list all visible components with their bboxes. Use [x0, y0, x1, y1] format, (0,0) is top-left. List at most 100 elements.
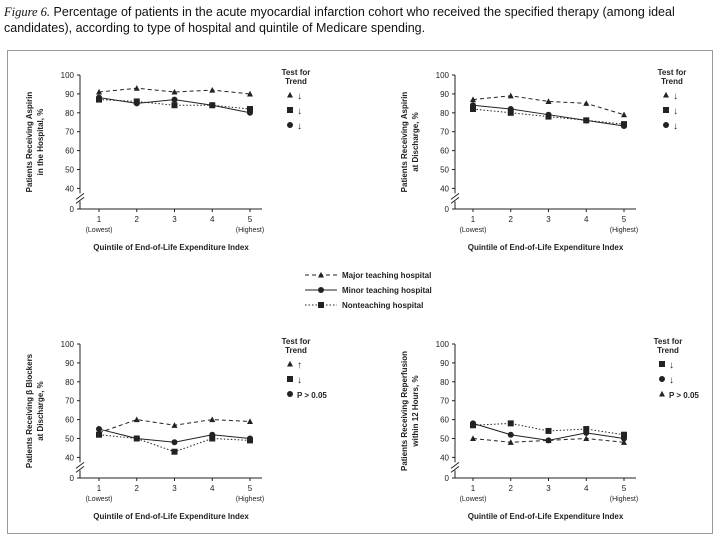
- x-tick-label: 4: [210, 484, 215, 493]
- legend-marker: [318, 271, 324, 278]
- series-line-nonteaching-hospital: [472, 422, 625, 436]
- legend: Major teaching hospital Minor teaching ho…: [305, 271, 432, 310]
- figure-frame: [7, 50, 713, 534]
- y-tick-label: 80: [65, 109, 74, 118]
- chart-panel-1: 0 40 50 60 70 80 90 100 1 (Lowest) 2 3 4 5 (Highest) Qu…: [25, 68, 310, 252]
- trend-marker: [659, 361, 665, 367]
- y-tick-label: 40: [65, 453, 74, 462]
- trend-result: ↓: [297, 106, 302, 117]
- trend-result: P > 0.05: [669, 391, 699, 400]
- axis-break-mark: [450, 461, 460, 469]
- x-tick-label: 3: [172, 215, 177, 224]
- y-tick-label: 70: [440, 128, 449, 137]
- trend-result: ↓: [673, 121, 678, 132]
- data-point-minor-teaching-hospital: [507, 431, 514, 438]
- data-point-minor-teaching-hospital: [545, 437, 552, 444]
- chart-panel-3: 0 40 50 60 70 80 90 100 1 (Lowest) 2 3 4 5 (Highest) Qu…: [25, 337, 327, 521]
- series-line-nonteaching-hospital: [98, 99, 251, 110]
- y-tick-label: 70: [440, 397, 449, 406]
- y-tick-label: 90: [440, 90, 449, 99]
- data-point-nonteaching-hospital: [583, 426, 590, 433]
- trend-marker: [287, 107, 293, 113]
- data-point-nonteaching-hospital: [96, 96, 102, 103]
- trend-result: ↓: [673, 106, 678, 117]
- axis-break-mark: [450, 465, 460, 473]
- legend-marker: [318, 287, 324, 293]
- y-tick-label: 100: [436, 340, 450, 349]
- y-axis-title-line1: Patients Receiving Aspirin: [25, 92, 34, 193]
- chart-panel-2: 0 40 50 60 70 80 90 100 1 (Lowest) 2 3 4 5 (Highest) Qu…: [400, 68, 686, 252]
- trend-result: ↓: [669, 360, 674, 371]
- y-tick-label: 100: [436, 71, 450, 80]
- y-tick-label: 0: [70, 205, 75, 214]
- x-tick-label: 4: [584, 484, 589, 493]
- y-axis-title-line2: in the Hospital, %: [36, 109, 45, 176]
- x-tick-sublabel: (Lowest): [86, 227, 113, 234]
- x-tick-label: 1: [471, 484, 476, 493]
- trend-marker: [659, 390, 665, 397]
- legend-label-major: Major teaching hospital: [342, 271, 431, 280]
- trend-title: Test for: [282, 337, 311, 346]
- y-tick-label: 50: [440, 166, 449, 175]
- data-point-nonteaching-hospital: [96, 431, 102, 438]
- x-tick-label: 4: [210, 215, 215, 224]
- trend-result: P > 0.05: [297, 391, 327, 400]
- x-tick-sublabel: (Highest): [610, 496, 638, 503]
- trend-marker: [663, 107, 669, 113]
- trend-title: Trend: [285, 346, 307, 355]
- y-tick-label: 40: [440, 453, 449, 462]
- legend-marker: [318, 302, 324, 308]
- data-point-nonteaching-hospital: [247, 106, 253, 113]
- axis-break-mark: [75, 461, 85, 469]
- data-point-major-teaching-hospital: [209, 416, 216, 423]
- y-tick-label: 60: [65, 147, 74, 156]
- data-point-nonteaching-hospital: [133, 435, 140, 442]
- chart-panel-4: 0 40 50 60 70 80 90 100 1 (Lowest) 2 3 4 5 (Highest) Qu…: [400, 337, 699, 521]
- data-point-minor-teaching-hospital: [171, 439, 178, 446]
- y-tick-label: 0: [70, 474, 75, 483]
- y-tick-label: 50: [65, 435, 74, 444]
- x-tick-label: 5: [248, 484, 253, 493]
- x-tick-label: 5: [622, 215, 627, 224]
- data-point-nonteaching-hospital: [470, 106, 476, 113]
- data-point-major-teaching-hospital: [247, 418, 253, 425]
- x-tick-label: 2: [135, 215, 140, 224]
- data-point-nonteaching-hospital: [583, 117, 590, 124]
- data-point-major-teaching-hospital: [583, 435, 590, 442]
- trend-result: ↓: [673, 91, 678, 102]
- data-point-major-teaching-hospital: [507, 92, 514, 99]
- x-tick-label: 3: [546, 484, 551, 493]
- data-point-nonteaching-hospital: [171, 448, 178, 455]
- data-point-nonteaching-hospital: [507, 420, 514, 427]
- trend-title: Trend: [285, 77, 307, 86]
- x-tick-label: 3: [172, 484, 177, 493]
- x-tick-sublabel: (Highest): [610, 227, 638, 234]
- axis-break-mark: [450, 192, 460, 200]
- y-tick-label: 80: [440, 109, 449, 118]
- trend-marker: [663, 122, 669, 128]
- y-tick-label: 90: [440, 359, 449, 368]
- trend-marker: [287, 391, 293, 397]
- y-tick-label: 100: [61, 340, 75, 349]
- data-point-nonteaching-hospital: [621, 121, 627, 128]
- x-tick-label: 5: [248, 215, 253, 224]
- y-axis-title-line2: within 12 Hours, %: [411, 375, 420, 447]
- legend-label-non: Nonteaching hospital: [342, 301, 423, 310]
- data-point-nonteaching-hospital: [545, 113, 552, 120]
- y-tick-label: 70: [65, 397, 74, 406]
- figure-caption-text: Percentage of patients in the acute myoc…: [4, 5, 675, 35]
- data-point-major-teaching-hospital: [133, 85, 140, 91]
- x-tick-label: 1: [471, 215, 476, 224]
- trend-result: ↓: [297, 91, 302, 102]
- y-tick-label: 40: [65, 184, 74, 193]
- y-tick-label: 70: [65, 128, 74, 137]
- x-tick-sublabel: (Lowest): [460, 496, 487, 503]
- y-tick-label: 90: [65, 90, 74, 99]
- trend-title: Test for: [282, 68, 311, 77]
- data-point-major-teaching-hospital: [209, 86, 216, 93]
- x-tick-label: 2: [135, 484, 140, 493]
- x-tick-label: 1: [97, 215, 102, 224]
- data-point-major-teaching-hospital: [621, 439, 627, 445]
- trend-result: ↓: [669, 375, 674, 386]
- x-tick-label: 4: [584, 215, 589, 224]
